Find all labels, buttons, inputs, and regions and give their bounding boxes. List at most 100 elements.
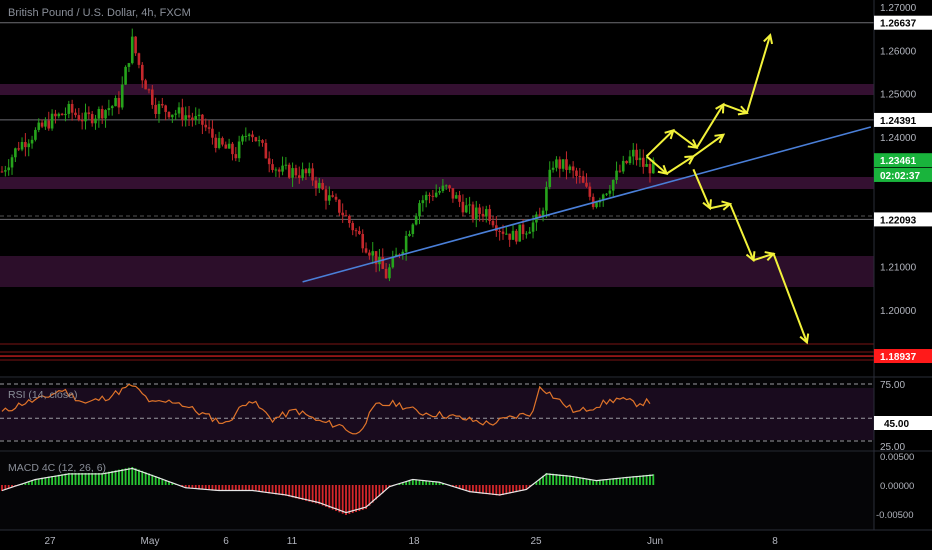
candle-body: [454, 195, 458, 199]
macd-bar: [508, 485, 511, 494]
macd-bar: [371, 485, 374, 503]
macd-bar: [515, 485, 518, 493]
candle-body: [571, 166, 575, 171]
candle-body: [414, 216, 418, 225]
candle-body: [391, 256, 395, 268]
price-axis[interactable]: [874, 0, 932, 530]
time-label: Jun: [647, 536, 663, 547]
macd-bar: [57, 474, 60, 485]
macd-bar: [188, 485, 190, 489]
macd-bar: [87, 473, 90, 485]
macd-bar: [438, 482, 441, 485]
macd-bar: [585, 478, 588, 485]
macd-bar: [468, 485, 471, 493]
candle-body: [127, 63, 131, 67]
candle-body: [154, 104, 157, 115]
time-label: 18: [408, 536, 420, 547]
candle-body: [184, 115, 187, 121]
rsi-tick-75: 75.00: [880, 380, 905, 391]
macd-bar: [341, 485, 344, 514]
forecast-path[interactable]: [645, 133, 725, 175]
macd-bar: [37, 478, 40, 485]
candle-body: [231, 143, 234, 155]
macd-bar: [492, 485, 494, 495]
candle-body: [611, 179, 615, 191]
price-tick: 1.26000: [880, 46, 917, 57]
macd-bar: [542, 475, 544, 485]
candle-body: [277, 169, 281, 172]
macd-bar: [138, 469, 140, 485]
candle-body: [114, 97, 117, 107]
forecast-path[interactable]: [692, 168, 808, 343]
macd-bar: [455, 485, 458, 488]
price-tag: [874, 153, 932, 168]
candle-body: [508, 233, 511, 240]
candle-body: [438, 191, 441, 193]
price-tick: 1.25000: [880, 90, 917, 101]
candle-body: [67, 103, 71, 114]
candle-body: [244, 135, 248, 137]
macd-bar: [401, 482, 404, 485]
candle-body: [134, 36, 137, 54]
candle-body: [648, 164, 652, 174]
macd-bar: [114, 470, 117, 485]
price-tick: 1.24000: [880, 133, 917, 144]
candle-body: [267, 158, 271, 165]
candle-body: [30, 139, 34, 144]
macd-bar: [421, 480, 424, 485]
candle-body: [57, 113, 61, 117]
candle-body: [505, 233, 508, 235]
candle-body: [97, 109, 101, 119]
macd-bar: [588, 479, 591, 485]
candle-body: [181, 107, 184, 121]
time-axis-labels: 27 May 6 11 18 25 Jun 8: [44, 536, 778, 547]
macd-bar: [338, 485, 341, 513]
candle-body: [581, 176, 585, 183]
macd-bar: [572, 476, 575, 485]
candle-body: [314, 180, 318, 189]
candle-body: [311, 168, 314, 181]
candle-body: [301, 169, 304, 178]
macd-bar: [97, 473, 100, 485]
macd-bar: [7, 485, 10, 489]
zone-3: [0, 256, 874, 287]
macd-bar: [465, 485, 468, 492]
macd-bar: [635, 475, 638, 485]
candle-body: [34, 129, 37, 140]
macd-bar: [121, 469, 124, 485]
candle-body: [608, 190, 612, 194]
macd-bar: [425, 480, 428, 485]
candle-body: [171, 114, 174, 118]
macd-bar: [288, 485, 291, 497]
candle-body: [431, 195, 435, 197]
macd-line[interactable]: [1, 467, 654, 514]
trendline[interactable]: [302, 126, 872, 283]
rsi-title[interactable]: RSI (14, close): [8, 389, 77, 401]
time-axis[interactable]: [0, 530, 932, 550]
macd-title[interactable]: MACD 4C (12, 26, 6): [8, 462, 106, 474]
candle-body: [441, 185, 445, 192]
candle-body: [404, 235, 408, 252]
candle-body: [461, 201, 465, 213]
macd-pane[interactable]: [0, 452, 874, 530]
candle-body: [631, 149, 635, 157]
forecast-arrows[interactable]: [645, 33, 810, 345]
rsi-line[interactable]: [1, 383, 651, 435]
macd-bar: [67, 473, 70, 485]
candle-body: [40, 122, 44, 127]
macd-tick-top: 0.00500: [880, 452, 914, 463]
macd-bar: [141, 470, 144, 485]
forecast-path[interactable]: [645, 34, 772, 158]
symbol-title[interactable]: British Pound / U.S. Dollar, 4h, FXCM: [8, 7, 191, 19]
candle-body: [638, 157, 642, 161]
forecast-arrowhead: [721, 200, 733, 211]
price-tag-label: 1.26637: [880, 19, 917, 30]
candle-body: [515, 230, 518, 242]
macd-bar: [298, 485, 301, 500]
candle-body: [334, 196, 338, 200]
candle-body: [551, 167, 555, 170]
macd-bar: [565, 475, 568, 485]
candle-body: [421, 200, 425, 204]
macd-bar: [458, 485, 461, 489]
